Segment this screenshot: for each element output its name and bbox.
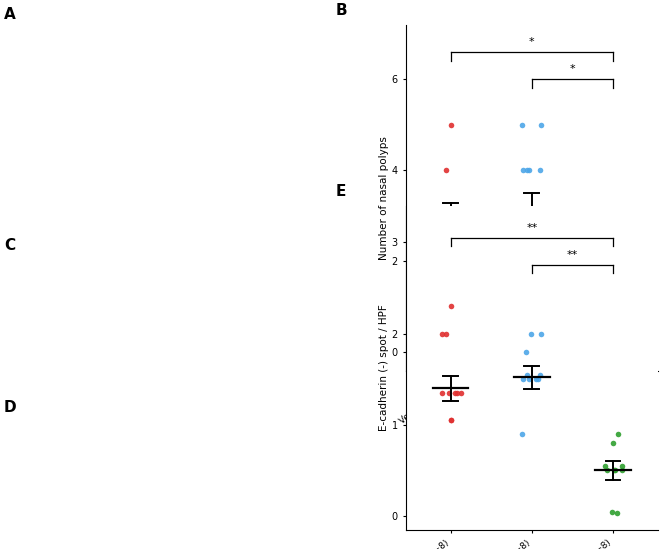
- Point: [535, 166, 546, 175]
- Point: [533, 211, 544, 220]
- Text: *: *: [570, 64, 575, 74]
- Text: B: B: [336, 3, 347, 18]
- Text: D: D: [4, 400, 17, 415]
- Point: [517, 375, 528, 384]
- Point: [456, 211, 466, 220]
- Point: [440, 166, 451, 175]
- Point: [610, 257, 621, 266]
- Point: [616, 257, 627, 266]
- Text: **: **: [526, 223, 537, 233]
- Point: [522, 370, 533, 379]
- Y-axis label: Number of nasal polyps: Number of nasal polyps: [378, 136, 389, 260]
- Point: [520, 302, 531, 311]
- Point: [446, 211, 457, 220]
- Point: [450, 211, 461, 220]
- Point: [535, 329, 546, 338]
- Point: [525, 302, 536, 311]
- Point: [524, 166, 535, 175]
- Point: [613, 348, 623, 357]
- Y-axis label: E-cadherin (-) spot / HPF: E-cadherin (-) spot / HPF: [378, 305, 389, 431]
- Point: [524, 375, 535, 384]
- Point: [613, 429, 623, 438]
- Point: [608, 439, 619, 447]
- Point: [600, 302, 611, 311]
- Point: [611, 509, 622, 518]
- Point: [600, 462, 611, 470]
- Point: [611, 348, 622, 357]
- Point: [533, 375, 544, 384]
- Point: [451, 389, 462, 397]
- Point: [440, 329, 451, 338]
- Point: [436, 329, 447, 338]
- Point: [530, 211, 541, 220]
- Text: C: C: [4, 238, 15, 253]
- Point: [608, 302, 619, 311]
- Point: [610, 466, 621, 475]
- Point: [444, 211, 455, 220]
- Point: [456, 389, 466, 397]
- Point: [602, 466, 613, 475]
- Point: [616, 462, 627, 470]
- Point: [602, 257, 613, 266]
- Text: *: *: [529, 37, 535, 47]
- Point: [530, 375, 541, 384]
- Point: [436, 257, 447, 266]
- Point: [446, 416, 456, 425]
- Point: [607, 348, 617, 357]
- Point: [436, 211, 447, 220]
- Point: [446, 302, 456, 311]
- Point: [517, 429, 527, 438]
- Point: [446, 416, 457, 425]
- Point: [517, 166, 528, 175]
- Point: [607, 507, 617, 516]
- Point: [617, 466, 628, 475]
- Point: [446, 257, 456, 266]
- Point: [525, 329, 536, 338]
- Point: [450, 389, 461, 397]
- Point: [522, 166, 533, 175]
- Point: [444, 389, 455, 397]
- Point: [609, 466, 619, 475]
- Point: [517, 120, 527, 129]
- Text: **: **: [567, 250, 578, 260]
- Point: [436, 389, 447, 397]
- Point: [535, 370, 546, 379]
- Point: [520, 348, 531, 356]
- Point: [535, 120, 546, 129]
- Point: [609, 257, 619, 266]
- Point: [617, 257, 628, 266]
- Text: E: E: [336, 184, 346, 199]
- Point: [451, 211, 462, 220]
- Point: [446, 120, 456, 129]
- Text: A: A: [4, 7, 15, 22]
